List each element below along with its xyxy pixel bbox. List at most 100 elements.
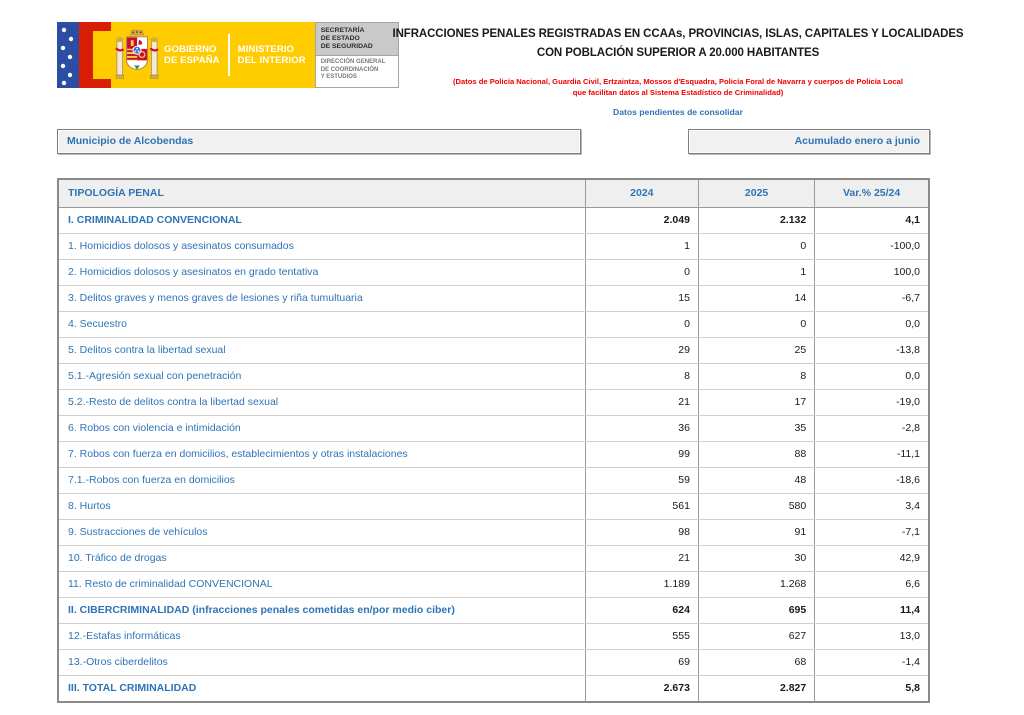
variation-pct: -13,8 — [814, 337, 928, 364]
data-sources-note: (Datos de Policía Nacional, Guardia Civi… — [453, 77, 903, 97]
value-2025: 30 — [697, 545, 815, 572]
value-2025: 8 — [697, 363, 815, 390]
gobierno-espana-logo: GOBIERNO DE ESPAÑA MINISTERIO DEL INTERI… — [57, 22, 399, 88]
table-row: 12.-Estafas informáticas 555 627 13,0 — [59, 623, 928, 650]
variation-pct: 0,0 — [814, 311, 928, 338]
value-2024: 69 — [584, 649, 699, 676]
value-2025: 1 — [697, 259, 815, 286]
crime-type-label: 13.-Otros ciberdelitos — [59, 649, 586, 676]
variation-pct: -11,1 — [814, 441, 928, 468]
crime-table-body: I. CRIMINALIDAD CONVENCIONAL 2.049 2.132… — [59, 207, 928, 701]
value-2024: 1 — [584, 233, 699, 260]
secretariat-panel: SECRETARÍA DE ESTADO DE SEGURIDAD DIRECC… — [314, 22, 399, 88]
variation-pct: 0,0 — [814, 363, 928, 390]
value-2025: 35 — [697, 415, 815, 442]
value-2024: 99 — [584, 441, 699, 468]
crime-type-label: 7.1.-Robos con fuerza en domicilios — [59, 467, 586, 494]
variation-pct: -1,4 — [814, 649, 928, 676]
value-2025: 91 — [697, 519, 815, 546]
crime-type-label: 11. Resto de criminalidad CONVENCIONAL — [59, 571, 586, 598]
variation-pct: 6,6 — [814, 571, 928, 598]
ministry-label: MINISTERIO DEL INTERIOR — [237, 44, 306, 66]
value-2025: 695 — [697, 597, 815, 624]
variation-pct: -2,8 — [814, 415, 928, 442]
table-row: 2. Homicidios dolosos y asesinatos en gr… — [59, 259, 928, 286]
table-row: 9. Sustracciones de vehículos 98 91 -7,1 — [59, 519, 928, 546]
logo-divider — [227, 34, 230, 76]
column-header-tipologia: TIPOLOGÍA PENAL — [59, 180, 586, 208]
crime-type-label: 10. Tráfico de drogas — [59, 545, 586, 572]
value-2024: 0 — [584, 311, 699, 338]
column-header-variation: Var.% 25/24 — [814, 180, 928, 208]
government-label: GOBIERNO DE ESPAÑA — [164, 44, 220, 66]
value-2025: 1.268 — [697, 571, 815, 598]
variation-pct: 4,1 — [814, 207, 928, 234]
crime-type-label: 8. Hurtos — [59, 493, 586, 520]
column-header-2025: 2025 — [697, 180, 815, 208]
value-2024: 8 — [584, 363, 699, 390]
variation-pct: 13,0 — [814, 623, 928, 650]
table-row: 8. Hurtos 561 580 3,4 — [59, 493, 928, 520]
crime-type-label: II. CIBERCRIMINALIDAD (infracciones pena… — [59, 597, 586, 624]
period-selector[interactable]: Acumulado enero a junio — [688, 129, 930, 154]
table-row: 10. Tráfico de drogas 21 30 42,9 — [59, 545, 928, 572]
value-2025: 88 — [697, 441, 815, 468]
value-2024: 29 — [584, 337, 699, 364]
crime-type-label: 4. Secuestro — [59, 311, 586, 338]
value-2025: 2.827 — [697, 675, 815, 701]
page-title: INFRACCIONES PENALES REGISTRADAS EN CCAA… — [392, 28, 964, 59]
crime-type-label: III. TOTAL CRIMINALIDAD — [59, 675, 586, 701]
value-2024: 21 — [584, 389, 699, 416]
table-row: 6. Robos con violencia e intimidación 36… — [59, 415, 928, 442]
table-row: 5.2.-Resto de delitos contra la libertad… — [59, 389, 928, 416]
variation-pct: 100,0 — [814, 259, 928, 286]
value-2025: 25 — [697, 337, 815, 364]
crime-type-label: 5. Delitos contra la libertad sexual — [59, 337, 586, 364]
table-row: III. TOTAL CRIMINALIDAD 2.673 2.827 5,8 — [59, 675, 928, 701]
table-row: 5.1.-Agresión sexual con penetración 8 8… — [59, 363, 928, 390]
crime-type-label: 5.1.-Agresión sexual con penetración — [59, 363, 586, 390]
value-2024: 36 — [584, 415, 699, 442]
table-row: I. CRIMINALIDAD CONVENCIONAL 2.049 2.132… — [59, 207, 928, 234]
variation-pct: 11,4 — [814, 597, 928, 624]
value-2025: 68 — [697, 649, 815, 676]
value-2024: 98 — [584, 519, 699, 546]
value-2025: 2.132 — [697, 207, 815, 234]
crime-type-label: 5.2.-Resto de delitos contra la libertad… — [59, 389, 586, 416]
value-2024: 0 — [584, 259, 699, 286]
spain-eu-flag-icon — [57, 22, 111, 88]
table-row: 7. Robos con fuerza en domicilios, estab… — [59, 441, 928, 468]
table-row: 7.1.-Robos con fuerza en domicilios 59 4… — [59, 467, 928, 494]
value-2024: 555 — [584, 623, 699, 650]
value-2024: 2.049 — [584, 207, 699, 234]
variation-pct: -19,0 — [814, 389, 928, 416]
table-row: 11. Resto de criminalidad CONVENCIONAL 1… — [59, 571, 928, 598]
directorate-label: DIRECCIÓN GENERAL DE COORDINACIÓN Y ESTU… — [320, 59, 386, 81]
variation-pct: 3,4 — [814, 493, 928, 520]
value-2025: 580 — [697, 493, 815, 520]
value-2025: 0 — [697, 233, 815, 260]
value-2024: 21 — [584, 545, 699, 572]
gov-yellow-panel: GOBIERNO DE ESPAÑA MINISTERIO DEL INTERI… — [111, 22, 315, 88]
crime-type-label: I. CRIMINALIDAD CONVENCIONAL — [59, 207, 586, 234]
variation-pct: -7,1 — [814, 519, 928, 546]
value-2024: 2.673 — [584, 675, 699, 701]
variation-pct: -100,0 — [814, 233, 928, 260]
spain-coat-of-arms-icon — [115, 29, 159, 79]
table-row: 3. Delitos graves y menos graves de lesi… — [59, 285, 928, 312]
table-header-row: TIPOLOGÍA PENAL 2024 2025 Var.% 25/24 — [59, 180, 928, 208]
municipality-selector[interactable]: Municipio de Alcobendas — [57, 129, 581, 154]
header-titles: INFRACCIONES PENALES REGISTRADAS EN CCAA… — [342, 25, 1014, 117]
crime-type-label: 1. Homicidios dolosos y asesinatos consu… — [59, 233, 586, 260]
crime-type-label: 6. Robos con violencia e intimidación — [59, 415, 586, 442]
value-2024: 15 — [584, 285, 699, 312]
column-header-2024: 2024 — [584, 180, 699, 208]
crime-type-label: 3. Delitos graves y menos graves de lesi… — [59, 285, 586, 312]
secretariat-label: SECRETARÍA DE ESTADO DE SEGURIDAD — [315, 23, 398, 57]
value-2025: 48 — [697, 467, 815, 494]
variation-pct: -18,6 — [814, 467, 928, 494]
crime-type-label: 7. Robos con fuerza en domicilios, estab… — [59, 441, 586, 468]
value-2025: 14 — [697, 285, 815, 312]
value-2025: 0 — [697, 311, 815, 338]
